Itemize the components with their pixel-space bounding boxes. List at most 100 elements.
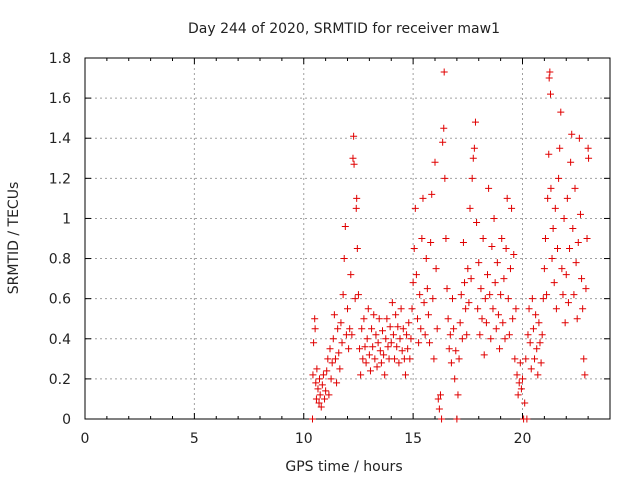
data-point-0-85 [395, 359, 403, 367]
y-tick-label-1: 0.2 [49, 372, 71, 388]
data-point-0-188 [506, 265, 514, 273]
data-point-0-217 [538, 331, 546, 339]
data-point-0-154 [469, 154, 477, 162]
data-point-0-83 [393, 343, 401, 351]
data-point-0-197 [516, 359, 524, 367]
data-point-0-87 [397, 305, 405, 313]
data-point-0-227 [547, 184, 555, 192]
data-point-0-256 [579, 305, 587, 313]
data-point-0-121 [434, 395, 442, 403]
data-point-0-262 [585, 154, 593, 162]
data-point-0-104 [416, 291, 424, 299]
data-point-0-123 [436, 391, 444, 399]
data-point-0-25 [331, 355, 339, 363]
grid-lines [85, 58, 610, 419]
data-point-0-168 [485, 184, 493, 192]
data-point-0-84 [394, 323, 402, 331]
data-point-0-63 [371, 355, 379, 363]
data-point-0-134 [447, 359, 455, 367]
data-point-0-14 [319, 371, 327, 379]
data-point-0-26 [333, 379, 341, 387]
data-point-0-249 [571, 184, 579, 192]
data-point-0-248 [570, 291, 578, 299]
data-point-0-212 [533, 345, 541, 353]
data-point-0-8 [314, 385, 322, 393]
data-point-0-173 [490, 214, 498, 222]
data-point-0-49 [356, 345, 364, 353]
data-point-0-74 [383, 315, 391, 323]
data-point-0-236 [557, 108, 565, 116]
data-point-0-148 [463, 331, 471, 339]
data-point-0-102 [414, 315, 421, 323]
data-point-0-230 [550, 279, 558, 287]
data-point-0-141 [455, 355, 463, 363]
chart-title: Day 244 of 2020, SRMTID for receiver maw… [188, 21, 500, 37]
data-point-0-129 [442, 235, 450, 242]
data-point-0-231 [551, 204, 559, 212]
data-point-0-99 [410, 245, 418, 253]
data-point-0-88 [398, 347, 406, 355]
data-point-0-144 [458, 335, 466, 343]
data-point-0-107 [419, 194, 427, 202]
data-point-0-37 [345, 345, 353, 353]
data-point-0-98 [409, 279, 417, 287]
data-point-0-13 [318, 381, 326, 389]
data-point-0-255 [578, 275, 586, 283]
data-point-0-163 [479, 235, 487, 242]
data-point-0-182 [500, 275, 508, 283]
data-point-0-146 [461, 279, 469, 287]
data-point-0-110 [422, 255, 430, 263]
data-point-0-91 [401, 371, 409, 379]
data-point-0-225 [546, 68, 554, 76]
data-point-0-202 [522, 355, 530, 363]
data-point-0-1 [309, 371, 317, 379]
data-point-0-56 [363, 335, 371, 343]
axis-ticks: 0 5 10 15 20 0 0.2 0.4 0.6 0.8 1 1.2 1.4 1.6 1.8 [49, 51, 610, 447]
data-point-0-210 [531, 355, 539, 363]
data-point-0-20 [326, 345, 334, 353]
data-point-0-226 [547, 90, 554, 98]
data-point-0-96 [407, 335, 415, 343]
data-point-0-180 [498, 235, 506, 242]
data-point-0-253 [575, 134, 583, 142]
data-point-0-242 [563, 194, 571, 202]
data-point-0-68 [376, 347, 384, 355]
data-point-0-250 [572, 259, 580, 267]
data-point-0-19 [325, 391, 333, 399]
data-point-0-22 [328, 359, 336, 367]
data-point-0-127 [440, 68, 448, 76]
data-point-0-138 [452, 347, 460, 355]
data-point-0-221 [543, 291, 551, 299]
data-point-0-203 [523, 415, 531, 423]
data-point-0-101 [412, 271, 420, 279]
data-point-0-145 [459, 239, 467, 247]
data-point-0-238 [559, 291, 567, 299]
x-tick-label-0: 0 [81, 431, 90, 447]
data-point-0-243 [564, 299, 572, 307]
data-point-0-36 [344, 305, 351, 313]
data-point-0-4 [311, 325, 319, 333]
data-point-0-207 [527, 365, 535, 373]
data-point-0-181 [499, 319, 507, 327]
data-point-0-195 [514, 391, 522, 399]
data-point-0-132 [445, 345, 453, 353]
data-point-0-139 [453, 415, 461, 423]
data-point-0-17 [323, 367, 331, 375]
data-point-0-124 [438, 415, 446, 423]
data-point-0-142 [456, 319, 464, 327]
data-point-0-71 [380, 351, 388, 359]
data-point-0-108 [420, 299, 428, 307]
data-point-0-94 [405, 319, 413, 327]
data-point-0-155 [470, 144, 478, 152]
data-point-0-259 [582, 285, 590, 293]
data-point-0-213 [534, 371, 542, 379]
y-tick-label-3: 0.6 [49, 292, 71, 308]
data-point-0-219 [540, 265, 548, 273]
data-point-0-109 [421, 331, 429, 339]
data-point-0-70 [379, 327, 386, 335]
data-point-0-224 [545, 74, 553, 82]
x-tick-label-4: 20 [514, 431, 532, 447]
data-point-0-82 [392, 311, 400, 319]
data-point-0-191 [510, 251, 518, 259]
